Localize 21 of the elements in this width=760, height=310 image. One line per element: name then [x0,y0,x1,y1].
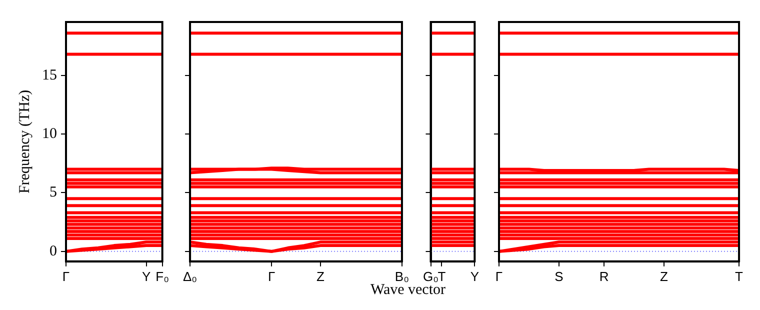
x-tick-label: Γ [495,268,503,284]
x-tick-label: Δ₀ [182,268,198,284]
y-tick-label: 5 [50,184,57,201]
x-tick-label: T [735,268,744,284]
x-tick-label: Z [660,268,668,284]
y-tick-label: 0 [50,243,57,260]
x-axis-title: Wave vector [370,282,446,299]
x-tick-label: R [599,268,609,284]
x-tick-label: F₀ [156,268,170,284]
x-tick-label: G₀ [422,268,439,284]
x-tick-label: B₀ [394,268,410,284]
y-axis-title: Frequency (THz) [16,90,33,194]
x-tick-label: Y [470,268,480,284]
y-tick-label: 10 [42,126,57,142]
x-tick-label: T [438,268,446,284]
x-tick-label: Y [142,268,151,284]
x-tick-label: Γ [268,268,276,284]
x-tick-label: S [554,268,564,284]
x-tick-label: Γ [62,268,70,284]
y-tick-label: 15 [42,67,57,84]
x-tick-label: Z [316,268,324,284]
